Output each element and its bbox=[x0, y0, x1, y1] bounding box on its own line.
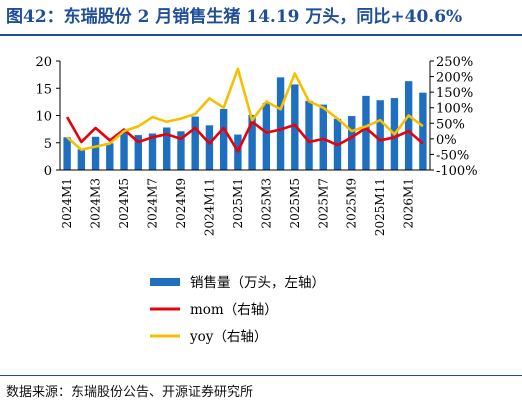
line-series bbox=[65, 67, 424, 153]
x-tick-label: 2025M9 bbox=[345, 178, 359, 228]
right-tick-label: 200% bbox=[436, 71, 473, 86]
bar-2025M9 bbox=[348, 116, 356, 170]
bar-2025M6 bbox=[305, 100, 313, 170]
bar-2024M10 bbox=[191, 116, 199, 170]
x-tick-label: 2025M1 bbox=[231, 178, 245, 228]
left-tick-label: 20 bbox=[35, 55, 52, 70]
x-tick-label: 2024M3 bbox=[89, 178, 103, 228]
bar-2026M1 bbox=[404, 81, 413, 170]
bar-2024M6 bbox=[134, 135, 142, 170]
right-tick-label: 50% bbox=[436, 117, 465, 132]
bar-2024M3 bbox=[91, 136, 100, 170]
chart-axes bbox=[59, 61, 431, 171]
figure-title: 图42：东瑞股份 2 月销售生猪 14.19 万头，同比+40.6% bbox=[6, 7, 463, 27]
x-tick-label: 2024M11 bbox=[202, 178, 216, 236]
right-tick-label: -50% bbox=[436, 148, 469, 163]
bar-2024M4 bbox=[106, 143, 114, 170]
x-tick-label: 2024M9 bbox=[174, 178, 188, 228]
bar-2025M5 bbox=[291, 84, 299, 170]
bar-2024M9 bbox=[177, 131, 185, 170]
data-source-note: 数据来源：东瑞股份公告、开源证券研究所 bbox=[6, 385, 254, 400]
bar-2025M3 bbox=[262, 102, 271, 170]
right-tick-label: 250% bbox=[436, 55, 473, 70]
x-tick-label: 2025M5 bbox=[288, 178, 302, 228]
bar-2024M12 bbox=[219, 108, 228, 170]
left-tick-label: 15 bbox=[35, 82, 52, 97]
left-tick-label: 5 bbox=[44, 137, 52, 152]
x-tick-label: 2024M5 bbox=[117, 178, 131, 228]
right-tick-label: 100% bbox=[436, 102, 473, 117]
right-tick-label: -100% bbox=[436, 164, 478, 179]
source-divider bbox=[0, 375, 522, 376]
yoy-line bbox=[66, 67, 424, 152]
bar-2025M2 bbox=[248, 114, 256, 170]
bar-2025M10 bbox=[362, 95, 370, 170]
right-axis-ticks: 250%200%150%100%50%0%-50%-100% bbox=[430, 55, 478, 179]
right-tick-label: 0% bbox=[436, 133, 457, 148]
left-tick-label: 0 bbox=[44, 164, 52, 179]
bar-2026M2 bbox=[419, 92, 427, 170]
legend-swatch-sales bbox=[150, 278, 180, 286]
x-axis-ticks: 2024M1 2024M3 2024M5 2024M7 2024M9 2024M11 202… bbox=[60, 178, 416, 236]
left-tick-label: 10 bbox=[35, 110, 52, 125]
x-tick-label: 2024M1 bbox=[60, 178, 74, 228]
bar-2024M7 bbox=[148, 133, 157, 170]
legend-label: 销售量（万头，左轴） bbox=[190, 275, 325, 291]
x-tick-label: 2026M1 bbox=[402, 178, 416, 228]
x-tick-label: 2025M11 bbox=[373, 178, 387, 236]
bar-2025M4 bbox=[276, 77, 285, 170]
bar-2024M1 bbox=[63, 137, 71, 170]
x-tick-label: 2025M3 bbox=[259, 178, 273, 228]
bar-2024M2 bbox=[77, 149, 86, 170]
chart-legend: 销售量（万头，左轴） mom（右轴） yoy（右轴） bbox=[150, 275, 325, 345]
bar-2024M5 bbox=[120, 130, 128, 170]
title-divider bbox=[0, 34, 522, 36]
bar-2024M8 bbox=[163, 127, 171, 170]
bar-2025M11 bbox=[376, 100, 384, 170]
legend-label: yoy（右轴） bbox=[189, 329, 267, 345]
right-tick-label: 150% bbox=[436, 86, 473, 101]
bar-2024M11 bbox=[205, 125, 214, 170]
legend-label: mom（右轴） bbox=[190, 302, 278, 318]
x-tick-label: 2025M7 bbox=[316, 178, 330, 228]
x-tick-label: 2024M7 bbox=[146, 178, 160, 228]
bar-2025M7 bbox=[319, 104, 327, 170]
left-axis-ticks: 20 15 10 5 0 bbox=[35, 55, 60, 179]
